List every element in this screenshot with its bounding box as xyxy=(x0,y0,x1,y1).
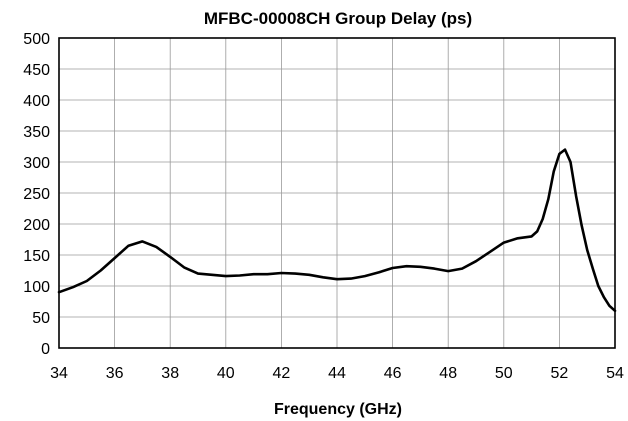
y-tick-label: 150 xyxy=(23,248,50,265)
x-tick-label: 50 xyxy=(495,365,513,382)
x-tick-label: 38 xyxy=(161,365,179,382)
y-tick-label: 100 xyxy=(23,279,50,296)
x-tick-label: 54 xyxy=(606,365,624,382)
x-tick-label: 52 xyxy=(551,365,569,382)
y-tick-label: 200 xyxy=(23,217,50,234)
grid-lines xyxy=(58,37,616,349)
y-tick-label: 500 xyxy=(23,31,50,48)
x-tick-label: 36 xyxy=(106,365,124,382)
x-axis-title: Frequency (GHz) xyxy=(274,401,402,418)
x-tick-label: 46 xyxy=(384,365,402,382)
y-tick-label: 50 xyxy=(32,310,50,327)
y-tick-label: 450 xyxy=(23,62,50,79)
plot-area xyxy=(58,37,616,349)
chart-title: MFBC-00008CH Group Delay (ps) xyxy=(204,9,472,28)
x-axis: 34 36 38 40 42 44 46 48 50 52 54 xyxy=(50,365,624,382)
y-axis: 0 50 100 150 200 250 300 350 400 450 500 xyxy=(23,31,50,358)
x-tick-label: 48 xyxy=(439,365,457,382)
x-tick-label: 34 xyxy=(50,365,68,382)
x-tick-label: 40 xyxy=(217,365,235,382)
x-tick-label: 42 xyxy=(273,365,291,382)
y-tick-label: 300 xyxy=(23,155,50,172)
y-tick-label: 0 xyxy=(41,341,50,358)
x-tick-label: 44 xyxy=(328,365,346,382)
group-delay-line xyxy=(57,148,617,313)
y-tick-label: 250 xyxy=(23,186,50,203)
y-tick-label: 350 xyxy=(23,124,50,141)
y-tick-label: 400 xyxy=(23,93,50,110)
